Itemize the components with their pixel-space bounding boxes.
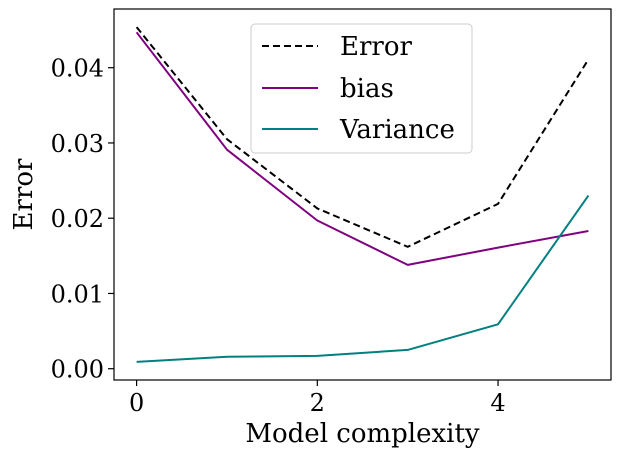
legend-label-error: Error (340, 32, 412, 62)
x-axis-label: Model complexity (245, 419, 480, 449)
series-line-bias (135, 31, 589, 266)
legend-box (250, 23, 473, 154)
legend-label-bias: bias (340, 74, 394, 104)
y-tick-label: 0.02 (51, 205, 104, 233)
y-tick-label: 0.04 (51, 55, 104, 83)
y-tick-label: 0.03 (51, 130, 104, 158)
x-tick-label: 2 (310, 389, 325, 417)
x-tick-label: 4 (490, 389, 505, 417)
axis-ticks: 0 2 4 0.00 0.01 0.02 0.03 0.04 (51, 55, 506, 417)
legend: Error bias Variance (250, 23, 473, 154)
plot-frame (113, 8, 612, 381)
plot-area (135, 26, 590, 363)
series-line-variance (136, 195, 590, 363)
y-axis-label: Error (9, 158, 39, 230)
series-line-error (135, 26, 590, 248)
legend-label-variance: Variance (339, 115, 455, 145)
x-tick-label: 0 (129, 389, 144, 417)
y-tick-label: 0.00 (51, 356, 104, 384)
y-tick-label: 0.01 (51, 280, 104, 308)
